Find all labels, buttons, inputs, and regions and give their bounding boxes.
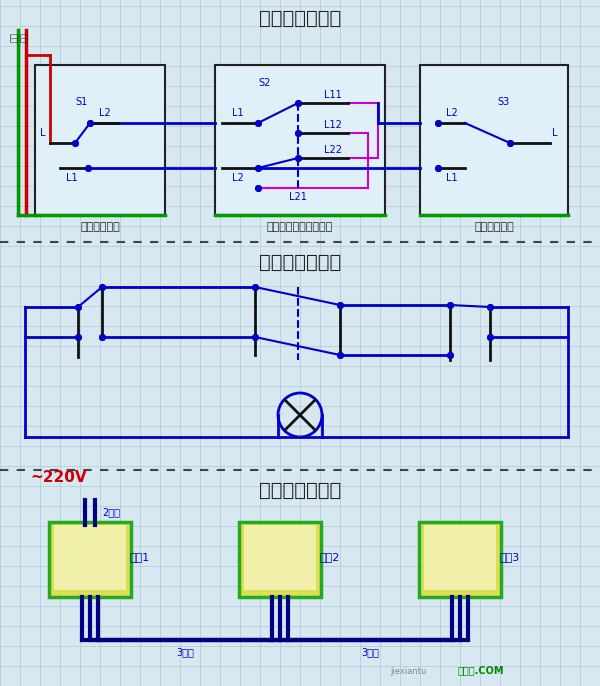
Text: 3根线: 3根线 [361, 647, 379, 657]
Bar [244, 525, 316, 590]
Text: 开关1: 开关1 [130, 552, 150, 562]
Text: L2: L2 [446, 108, 458, 118]
Text: S1: S1 [76, 97, 88, 107]
Text: L2: L2 [99, 108, 111, 118]
Bar [49, 522, 131, 597]
Text: L: L [552, 128, 558, 138]
Text: 接线图.COM: 接线图.COM [458, 665, 505, 675]
Text: ~220V: ~220V [30, 469, 86, 484]
Bar [35, 65, 165, 215]
Bar [239, 522, 321, 597]
Text: 三控开关接线图: 三控开关接线图 [259, 8, 341, 27]
Text: 三控开关原理图: 三控开关原理图 [259, 252, 341, 272]
Text: L21: L21 [289, 192, 307, 202]
Bar [420, 65, 568, 215]
Text: L: L [40, 128, 46, 138]
Bar [215, 65, 385, 215]
Text: S2: S2 [259, 78, 271, 88]
Text: L12: L12 [324, 120, 342, 130]
Text: 中途开关（三控开关）: 中途开关（三控开关） [267, 222, 333, 232]
Bar [424, 525, 496, 590]
Text: 三控开关布线图: 三控开关布线图 [259, 480, 341, 499]
Text: L11: L11 [324, 90, 342, 100]
Text: 3根线: 3根线 [176, 647, 194, 657]
Text: 开关2: 开关2 [320, 552, 340, 562]
Text: 相线: 相线 [10, 32, 19, 42]
Text: 零线: 零线 [19, 32, 29, 42]
Text: L1: L1 [446, 173, 458, 183]
Text: 单开双控开关: 单开双控开关 [474, 222, 514, 232]
Text: L2: L2 [232, 173, 244, 183]
Bar [54, 525, 126, 590]
Text: 开关3: 开关3 [500, 552, 520, 562]
Text: S3: S3 [497, 97, 509, 107]
Text: jiexiantu: jiexiantu [390, 667, 427, 676]
Text: L1: L1 [232, 108, 244, 118]
Text: L1: L1 [66, 173, 78, 183]
Text: 2根线: 2根线 [102, 507, 120, 517]
Text: L22: L22 [324, 145, 342, 155]
Text: 单开双控开关: 单开双控开关 [80, 222, 120, 232]
Bar [419, 522, 501, 597]
